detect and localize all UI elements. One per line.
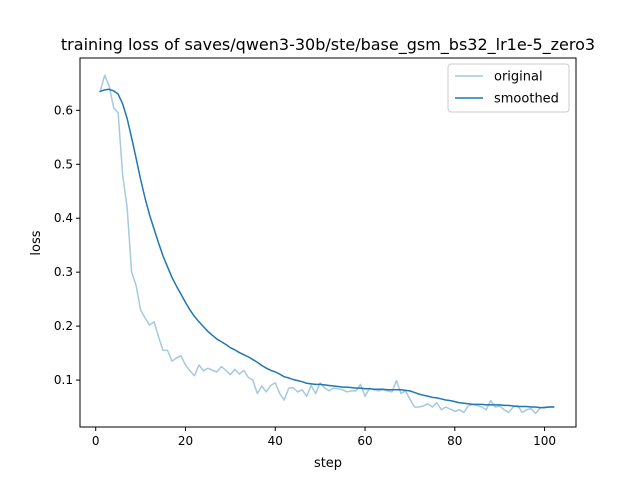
series-line-smoothed <box>99 88 555 409</box>
y-tick-label: 0.5 <box>54 157 73 171</box>
x-tick-label: 80 <box>447 434 462 448</box>
x-axis-label: step <box>314 456 342 471</box>
series-lines <box>99 74 555 415</box>
y-tick-label: 0.2 <box>54 319 73 333</box>
legend: original smoothed <box>447 63 570 113</box>
x-axis: 0 20 40 60 80 100 <box>92 427 556 448</box>
legend-label-original: original <box>494 70 543 85</box>
y-axis: 0.1 0.2 0.3 0.4 0.5 0.6 <box>54 103 80 387</box>
series-line-original <box>99 74 555 415</box>
x-tick-label: 0 <box>92 434 100 448</box>
legend-label-smoothed: smoothed <box>494 92 559 107</box>
x-tick-label: 60 <box>357 434 372 448</box>
y-tick-label: 0.3 <box>54 265 73 279</box>
x-tick-label: 20 <box>178 434 193 448</box>
x-tick-label: 40 <box>268 434 283 448</box>
plot-area <box>79 57 577 428</box>
chart-title: training loss of saves/qwen3-30b/ste/bas… <box>61 35 595 55</box>
y-tick-label: 0.6 <box>54 103 73 117</box>
y-axis-label: loss <box>29 230 44 255</box>
x-tick-label: 100 <box>533 434 556 448</box>
y-tick-label: 0.1 <box>54 373 73 387</box>
legend-box <box>447 63 570 113</box>
y-tick-label: 0.4 <box>54 211 73 225</box>
